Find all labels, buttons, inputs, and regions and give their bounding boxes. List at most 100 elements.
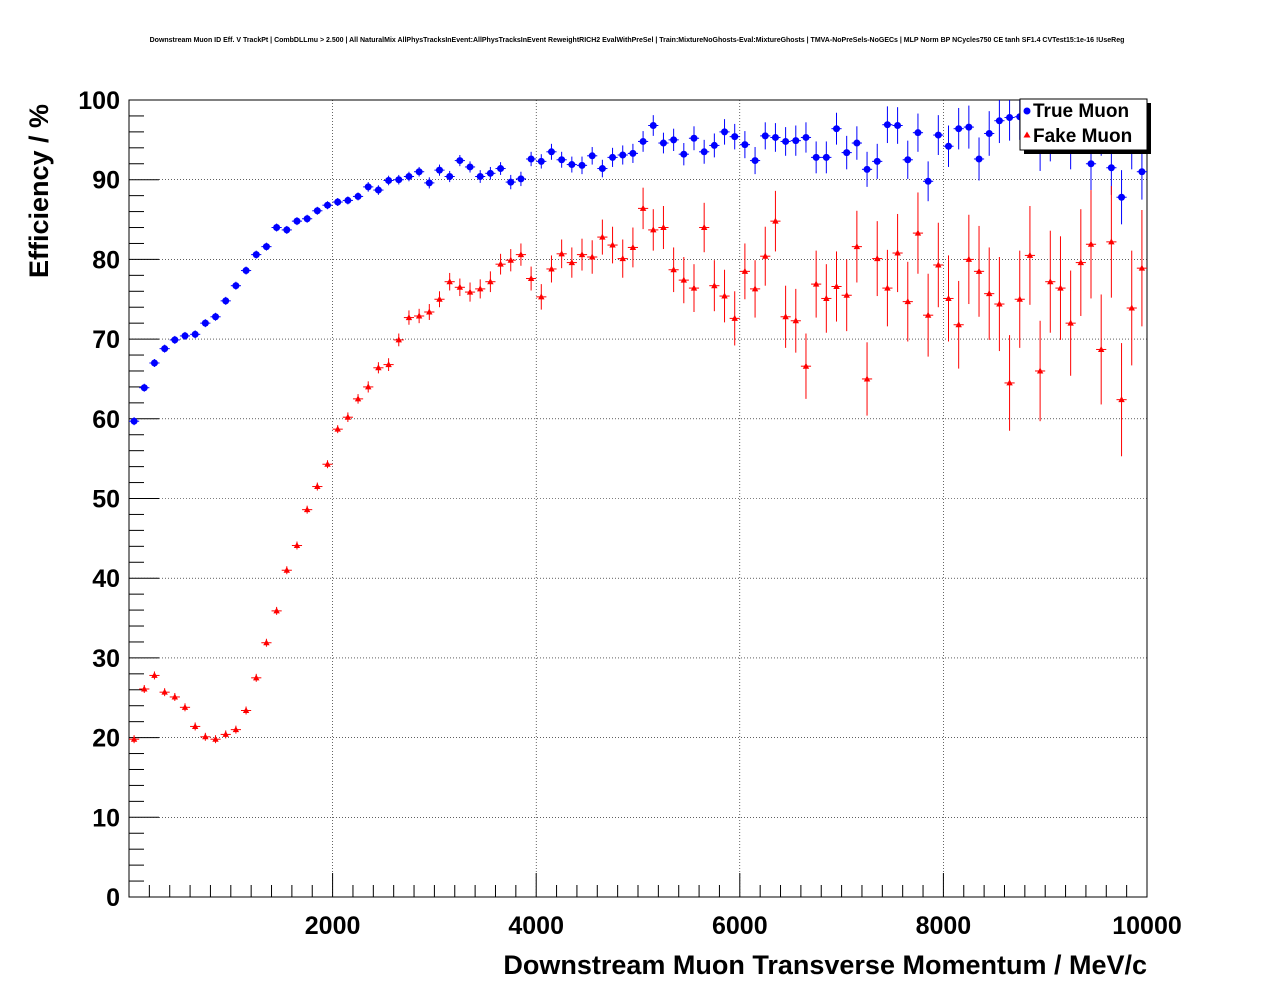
data-point — [456, 157, 464, 165]
data-point — [1006, 379, 1013, 386]
legend-marker-fake-muon — [1023, 131, 1031, 138]
data-point — [334, 425, 341, 432]
data-point — [212, 313, 220, 321]
data-point — [609, 153, 617, 161]
data-point — [395, 336, 402, 343]
data-point — [171, 693, 179, 700]
data-point — [181, 703, 189, 710]
y-tick-label: 70 — [92, 326, 120, 354]
data-point — [568, 161, 576, 169]
data-point — [171, 336, 179, 344]
data-point — [812, 153, 820, 161]
data-point — [670, 266, 677, 273]
data-point — [415, 168, 423, 176]
data-point — [578, 161, 586, 169]
data-point — [1087, 240, 1095, 247]
data-point — [772, 217, 779, 224]
data-point — [324, 460, 331, 467]
data-point — [700, 148, 708, 156]
data-point — [1077, 259, 1085, 266]
data-point — [721, 128, 729, 136]
data-point — [273, 224, 281, 232]
data-point — [313, 207, 321, 215]
data-point — [934, 131, 942, 139]
data-point — [751, 157, 759, 165]
data-point — [130, 417, 138, 425]
data-point — [263, 639, 270, 646]
data-point — [140, 384, 148, 392]
data-point — [995, 117, 1003, 125]
data-point — [792, 317, 799, 324]
data-point — [782, 313, 789, 320]
data-point — [1006, 114, 1014, 122]
data-point — [731, 133, 739, 141]
data-point — [537, 157, 545, 165]
data-point — [405, 173, 413, 181]
chart-title: Downstream Muon ID Eff. V TrackPt | Comb… — [150, 37, 1125, 44]
data-point — [354, 192, 362, 200]
data-point — [812, 280, 820, 287]
data-point — [659, 139, 667, 147]
data-point — [151, 671, 158, 678]
data-point — [649, 122, 657, 130]
data-point — [181, 332, 189, 340]
data-point — [446, 278, 453, 285]
axis-ticks — [128, 99, 1148, 898]
data-point — [374, 186, 382, 194]
data-point — [873, 157, 881, 165]
data-point — [822, 153, 830, 161]
data-point — [242, 707, 250, 714]
data-point — [619, 151, 627, 159]
data-point — [680, 150, 688, 158]
data-point — [212, 735, 219, 742]
data-point — [843, 149, 851, 157]
data-point — [365, 383, 372, 390]
data-point — [497, 260, 504, 267]
data-point — [191, 330, 199, 338]
data-point — [670, 136, 678, 144]
data-point — [599, 233, 606, 240]
data-point — [385, 361, 392, 368]
data-point — [425, 179, 433, 187]
data-point — [283, 226, 291, 234]
data-point — [364, 183, 372, 191]
data-point — [986, 290, 993, 297]
data-point — [466, 163, 474, 171]
y-tick-label: 60 — [92, 406, 120, 434]
data-point — [130, 735, 138, 742]
data-point — [1118, 396, 1125, 403]
data-point — [883, 121, 891, 129]
data-point — [802, 133, 810, 141]
data-point — [660, 224, 667, 231]
data-point — [558, 250, 565, 257]
series-true-muon — [129, 100, 1147, 426]
data-point — [456, 283, 464, 290]
data-point — [680, 276, 688, 283]
data-point — [884, 284, 891, 291]
data-point — [303, 506, 311, 513]
data-point — [405, 314, 413, 321]
data-point — [629, 149, 637, 157]
data-point — [650, 226, 657, 233]
data-point — [762, 252, 769, 259]
data-point — [588, 152, 596, 160]
data-point — [1138, 264, 1146, 271]
legend: True Muon Fake Muon — [1019, 98, 1151, 154]
data-point — [222, 297, 230, 305]
data-point — [334, 198, 342, 206]
data-point — [1108, 238, 1115, 245]
data-point — [1107, 164, 1115, 172]
y-tick-label: 90 — [92, 167, 120, 195]
data-point — [985, 129, 993, 137]
data-point — [273, 607, 280, 614]
data-point — [262, 243, 270, 251]
grid-lines — [129, 100, 1147, 897]
legend-box — [1019, 98, 1148, 151]
data-point — [283, 566, 290, 573]
data-point — [558, 156, 566, 164]
data-point — [639, 137, 647, 145]
data-point — [823, 294, 830, 301]
data-point — [955, 321, 962, 328]
x-tick-label: 10000 — [1112, 912, 1182, 940]
data-point — [150, 359, 158, 367]
